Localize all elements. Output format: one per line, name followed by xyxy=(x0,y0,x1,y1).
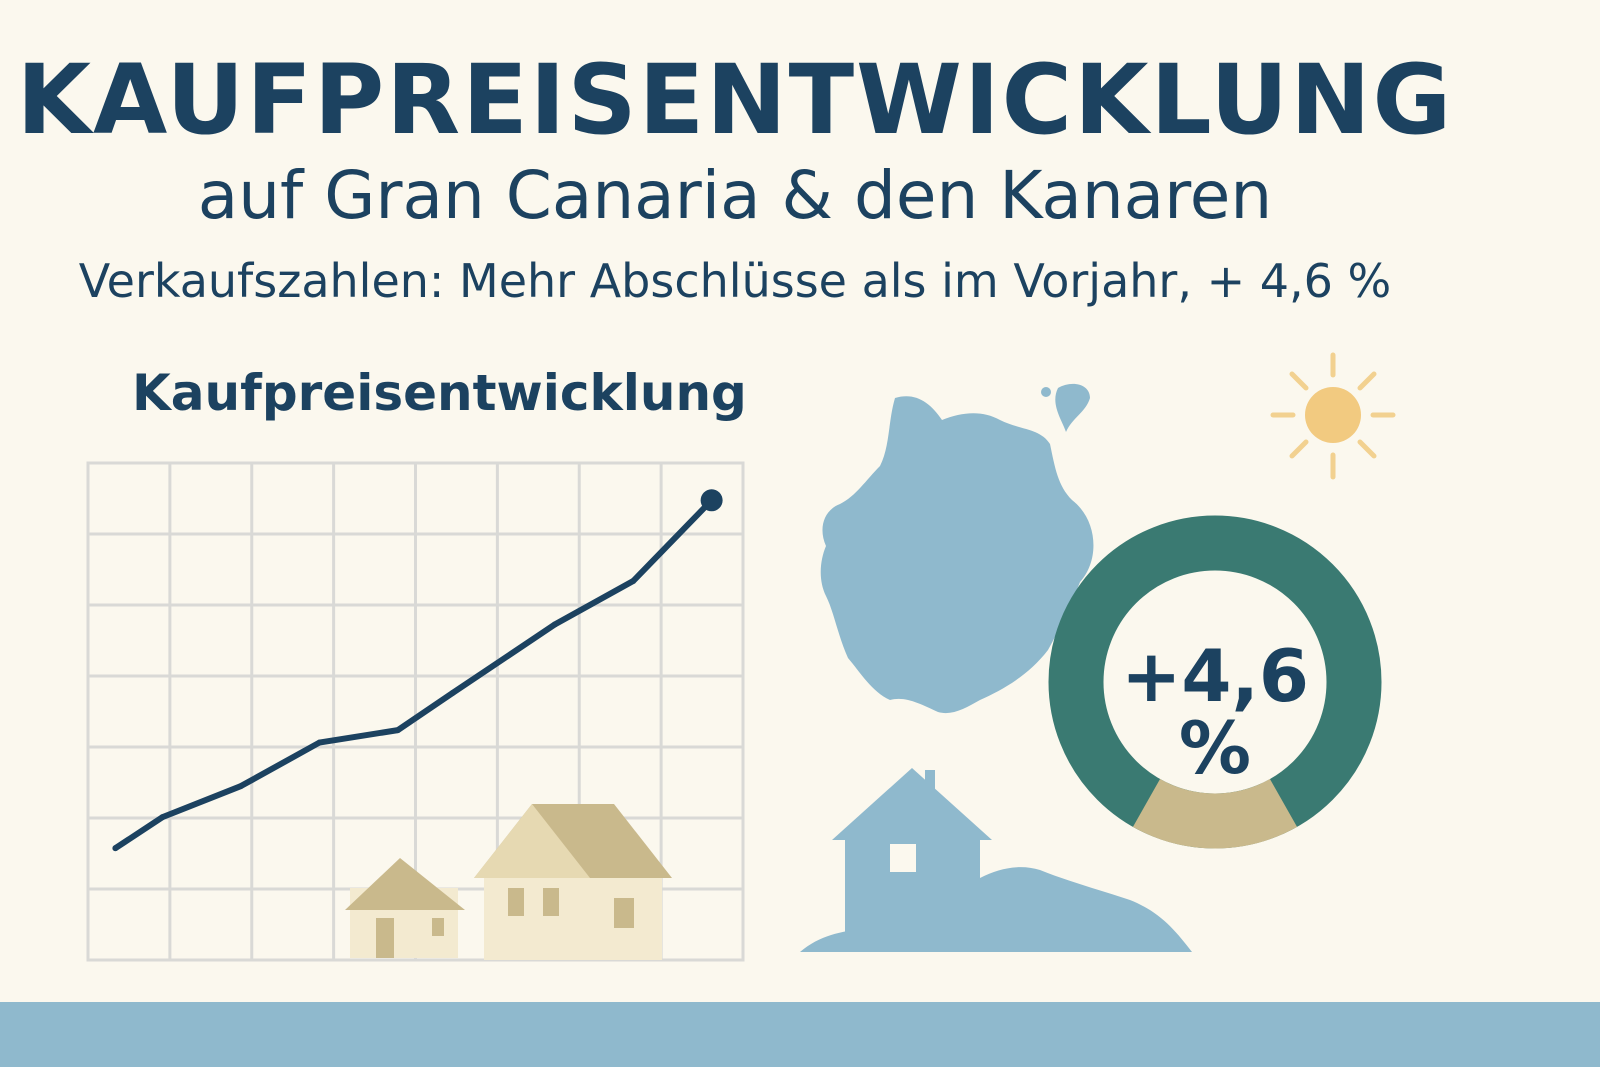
percent-ring xyxy=(1048,515,1382,849)
series-points xyxy=(112,489,723,852)
large-house xyxy=(474,804,672,960)
series-point xyxy=(159,814,166,821)
series-line xyxy=(112,497,715,852)
page-subtitle: auf Gran Canaria & den Kanaren xyxy=(197,157,1273,234)
series-end-point xyxy=(700,489,723,512)
series-point xyxy=(551,621,558,628)
series-point xyxy=(112,845,119,852)
series-point xyxy=(237,783,244,790)
small-house xyxy=(345,858,465,958)
island-house-icon xyxy=(800,768,1192,952)
series-point xyxy=(316,739,323,746)
series-point xyxy=(394,727,401,734)
series-point xyxy=(630,578,637,585)
footer-bar xyxy=(0,1002,1600,1067)
gran-canaria-island-icon xyxy=(820,383,1094,714)
page-title: KAUFPREISENTWICKLUNG xyxy=(16,44,1454,156)
chart-title: Kaufpreisentwicklung xyxy=(132,364,747,422)
houses-illustration xyxy=(345,804,672,960)
sales-tagline: Verkaufszahlen: Mehr Abschlüsse als im V… xyxy=(78,254,1392,308)
sun-icon xyxy=(1270,352,1396,480)
series-point xyxy=(449,689,456,696)
percent-ring-label: +4,6 % xyxy=(1121,634,1309,790)
